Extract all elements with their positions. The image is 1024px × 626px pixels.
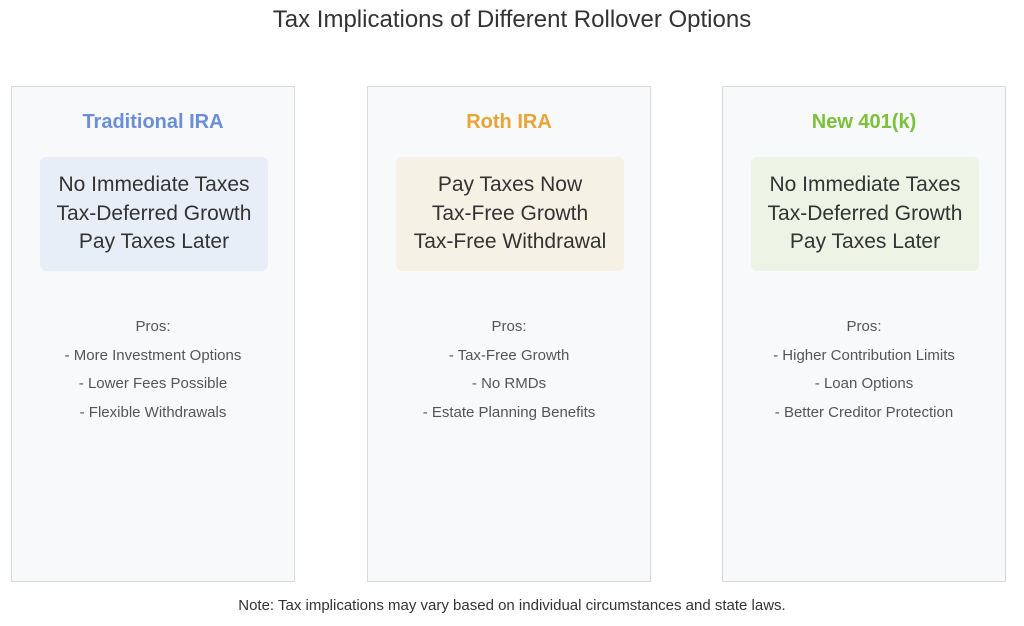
option-title: Traditional IRA	[82, 111, 224, 133]
pros-heading: Pros:	[135, 318, 171, 335]
tax-line: Tax-Free Withdrawal	[413, 230, 607, 253]
pro-item: - Lower Fees Possible	[78, 375, 228, 392]
pro-item: - No RMDs	[471, 375, 547, 392]
option-title: Roth IRA	[466, 111, 552, 133]
option-card-traditional-ira: Traditional IRA No Immediate Taxes Tax-D…	[11, 86, 295, 582]
pro-item: - More Investment Options	[64, 346, 242, 364]
option-title: New 401(k)	[811, 111, 917, 133]
tax-line: Tax-Deferred Growth	[56, 201, 252, 225]
pros-list: Pros: - Tax-Free Growth - No RMDs - Esta…	[368, 313, 650, 427]
tax-line: Tax-Free Growth	[431, 201, 589, 225]
pro-item: - Flexible Withdrawals	[79, 403, 227, 421]
tax-summary-box: No Immediate Taxes Tax-Deferred Growth P…	[751, 157, 979, 271]
tax-summary-box: No Immediate Taxes Tax-Deferred Growth P…	[40, 157, 268, 271]
tax-summary-box: Pay Taxes Now Tax-Free Growth Tax-Free W…	[396, 157, 624, 271]
pro-item: - Estate Planning Benefits	[422, 403, 596, 421]
pro-item: - Higher Contribution Limits	[773, 346, 955, 364]
pro-item: - Loan Options	[814, 375, 914, 392]
tax-line: Pay Taxes Later	[789, 230, 941, 253]
pros-list: Pros: - Higher Contribution Limits - Loa…	[723, 313, 1005, 427]
pros-heading: Pros:	[491, 318, 527, 335]
tax-line: Tax-Deferred Growth	[767, 201, 963, 225]
tax-line: Pay Taxes Later	[78, 230, 230, 253]
tax-line: No Immediate Taxes	[769, 173, 961, 196]
tax-line: No Immediate Taxes	[58, 173, 250, 196]
pros-list: Pros: - More Investment Options - Lower …	[12, 313, 294, 427]
page-title: Tax Implications of Different Rollover O…	[272, 6, 752, 33]
tax-line: Pay Taxes Now	[437, 173, 583, 196]
pros-heading: Pros:	[846, 318, 882, 335]
option-card-new-401k: New 401(k) No Immediate Taxes Tax-Deferr…	[722, 86, 1006, 582]
footnote: Note: Tax implications may vary based on…	[238, 597, 786, 614]
pro-item: - Tax-Free Growth	[448, 346, 570, 364]
option-card-roth-ira: Roth IRA Pay Taxes Now Tax-Free Growth T…	[367, 86, 651, 582]
pro-item: - Better Creditor Protection	[774, 403, 954, 421]
